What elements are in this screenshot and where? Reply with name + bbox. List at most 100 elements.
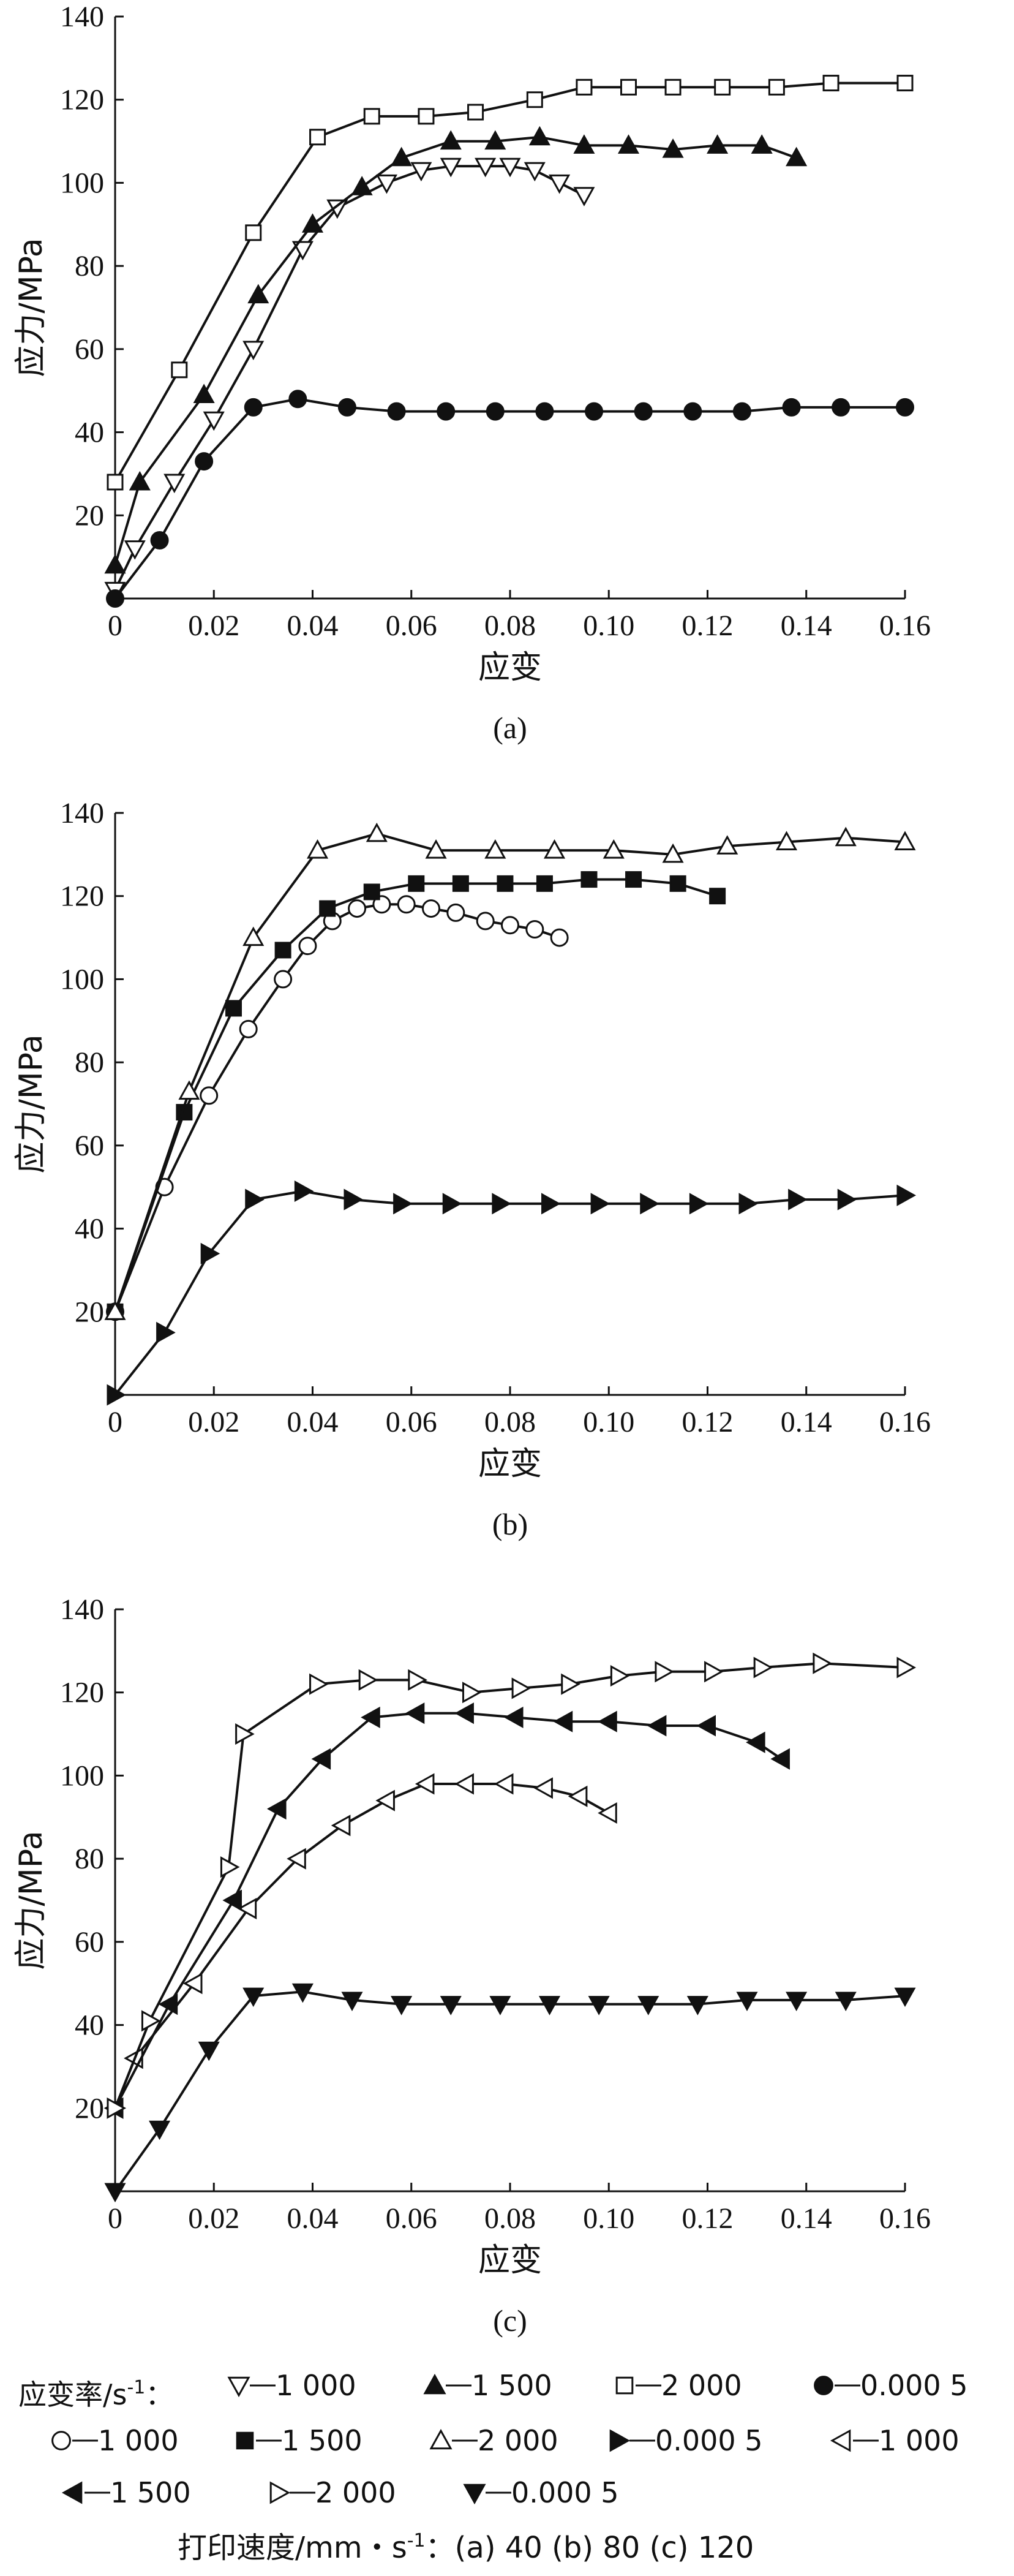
y-tick-label: 60 [75,333,104,366]
data-point [363,108,380,125]
data-point [107,474,124,491]
data-point [203,411,225,431]
legend-item: 0.000 5 [463,2476,619,2509]
x-tick-label: 0.12 [682,1406,734,1438]
data-point [440,1996,462,2015]
data-point [782,398,801,417]
legend-marker [463,2483,486,2505]
y-tick-label: 140 [60,797,104,829]
data-point [106,589,124,608]
data-point [375,174,397,194]
data-point [104,1301,126,1320]
data-point [193,383,215,403]
series-line [114,832,906,1313]
data-point [245,224,262,241]
data-point [476,912,495,931]
y-axis-title: 应力/MPa [13,1034,50,1173]
data-point [486,402,505,421]
data-point [526,91,543,108]
data-point [573,187,595,206]
data-point [311,1748,331,1770]
legend-marker [423,2373,446,2395]
data-point [182,1973,203,1995]
data-point [598,1710,617,1732]
data-point [637,1996,659,2015]
data-point [358,1669,378,1691]
x-tick-label: 0.08 [484,1406,536,1438]
x-tick-label: 0.10 [583,1406,634,1438]
data-point [348,899,367,918]
data-point [239,1019,258,1038]
legend-marker [236,2431,254,2450]
data-point [707,134,729,154]
x-tick-label: 0.04 [287,2202,339,2235]
data-point [640,1193,659,1215]
data-point [200,1086,219,1105]
data-point [410,162,432,182]
x-tick-label: 0.14 [781,1406,832,1438]
data-point [535,402,554,421]
data-point [736,1992,758,2011]
data-point [309,1673,329,1695]
data-point [634,402,653,421]
data-point [440,130,462,150]
x-tick-label: 0.16 [879,2202,931,2235]
data-point [291,1983,314,2003]
data-point [235,1723,255,1745]
data-point [822,75,839,92]
data-point [669,875,686,892]
y-tick-label: 80 [75,1046,104,1079]
data-point [198,2041,220,2061]
data-point [415,1773,435,1795]
x-tick-label: 0.08 [484,2202,536,2235]
legend-marker [609,2429,631,2452]
data-point [220,1856,240,1878]
data-point [896,75,914,92]
data-point [124,540,146,560]
data-point [437,402,456,421]
y-tick-label: 140 [60,1593,104,1626]
data-point [397,895,416,914]
x-tick-label: 0.04 [287,610,339,642]
data-point [341,1992,363,2011]
legend-item: 0.000 5 [609,2424,763,2457]
data-point [391,1996,413,2015]
panel-label: (c) [493,2303,527,2338]
data-point [222,1889,242,1911]
data-point [536,875,553,892]
data-point [786,1992,808,2011]
data-point [291,241,314,261]
data-point [753,1656,773,1679]
legend-label: 1 000 [276,2369,356,2402]
x-tick-label: 0 [108,1406,122,1438]
data-point [662,843,684,863]
data-point [524,162,546,182]
data-point [484,839,506,859]
legend-marker [61,2481,83,2504]
data-point [544,839,566,859]
data-point [576,78,593,96]
data-point [387,402,406,421]
data-point [617,134,640,154]
print-speed-caption: 打印速度/mm・s-1：(a) 40 (b) 80 (c) 120 [178,2530,754,2565]
chart-panel-2: 0 0.02 0.04 0.06 0.08 0.10 0.12 0.14 0.16 20 40 60 8… [13,797,931,1541]
series-line [114,1662,906,2110]
legend-item: 1 500 [61,2476,191,2509]
data-point [440,157,462,178]
y-tick-label: 100 [60,963,104,995]
series-1 [104,157,595,602]
y-tick-label: 60 [75,1130,104,1162]
chart-panels: 0 0.02 0.04 0.06 0.08 0.10 0.12 0.14 0.16 20 40 60 8… [13,1,931,2338]
legend-item: 1 000 [830,2424,960,2457]
data-point [307,839,329,859]
legend-label: 1 500 [282,2424,362,2457]
y-tick-label: 60 [75,1926,104,1958]
legend-marker [269,2481,291,2504]
data-point [603,839,625,859]
data-point [393,1193,413,1215]
series-line [114,903,561,1313]
x-tick-label: 0.02 [188,1406,239,1438]
legend-items: 1 000 1 500 2 000 0.000 5 1 000 1 500 2 000 0.0… [51,2369,968,2509]
data-point [149,2120,171,2140]
